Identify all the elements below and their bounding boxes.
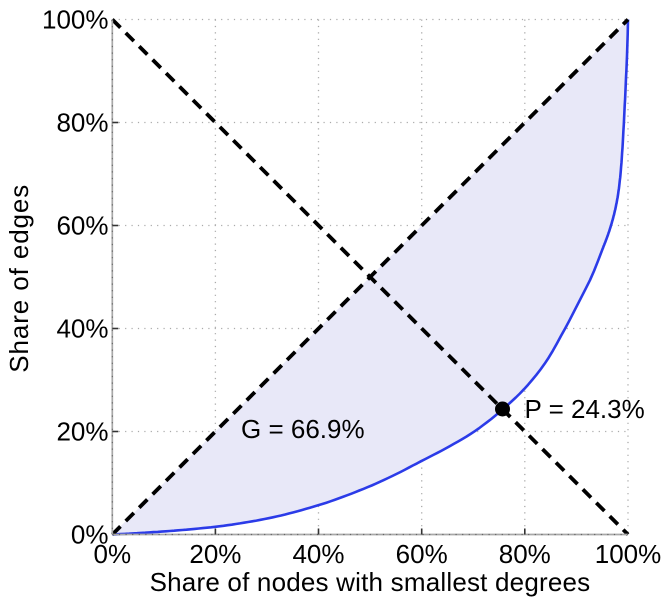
svg-text:P = 24.3%: P = 24.3% [525, 394, 645, 424]
svg-text:100%: 100% [42, 5, 109, 35]
svg-text:40%: 40% [56, 314, 108, 344]
svg-text:Share of edges: Share of edges [4, 184, 34, 373]
svg-text:20%: 20% [56, 417, 108, 447]
svg-text:60%: 60% [56, 211, 108, 241]
svg-text:100%: 100% [595, 539, 662, 569]
svg-text:G = 66.9%: G = 66.9% [241, 414, 365, 444]
svg-text:80%: 80% [499, 539, 551, 569]
svg-text:Share of nodes with smallest d: Share of nodes with smallest degrees [150, 567, 591, 597]
svg-text:40%: 40% [292, 539, 344, 569]
svg-text:60%: 60% [396, 539, 448, 569]
svg-text:0%: 0% [71, 520, 109, 550]
svg-text:0%: 0% [94, 539, 132, 569]
svg-text:80%: 80% [56, 108, 108, 138]
svg-text:20%: 20% [189, 539, 241, 569]
